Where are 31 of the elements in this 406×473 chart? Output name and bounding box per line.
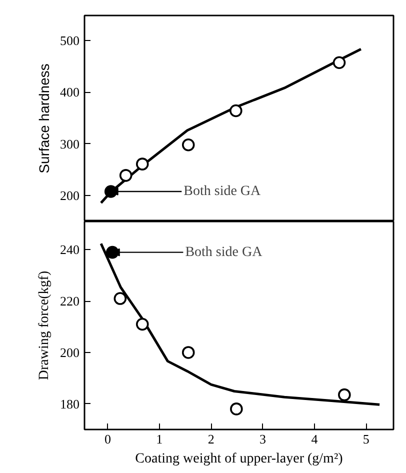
- y-tick-label: 300: [60, 136, 80, 152]
- point: [136, 158, 149, 170]
- point: [119, 169, 132, 182]
- point: [230, 104, 242, 118]
- y-tick-label: 500: [60, 32, 80, 48]
- y-tick-label: 200: [60, 188, 80, 204]
- annotation: Both side GA: [184, 184, 262, 199]
- y-tick-label: 200: [60, 344, 80, 360]
- point: [114, 292, 127, 305]
- line-series: [100, 48, 362, 204]
- point: [338, 388, 351, 402]
- line-series: [100, 242, 381, 406]
- y-tick-label: 220: [60, 294, 80, 309]
- x-tick-label: 3: [260, 432, 266, 446]
- x-tick-label: 4: [311, 432, 318, 446]
- y-tick-label: 400: [60, 84, 80, 100]
- y-axis-title: Surface hardness: [36, 64, 52, 174]
- point: [230, 402, 243, 416]
- y-axis-title: Drawing force(kgf): [37, 270, 52, 380]
- point: [182, 138, 195, 152]
- annotation: Both side GA: [185, 244, 264, 260]
- x-axis-title: Coating weight of upper-layer (g/m²): [135, 452, 344, 466]
- y-tick-label: 240: [60, 242, 80, 258]
- point: [136, 318, 149, 331]
- x-tick-label: 2: [208, 432, 214, 446]
- x-tick-label: 5: [362, 432, 370, 446]
- x-tick-label: 0: [104, 432, 112, 446]
- point: [332, 56, 346, 69]
- y-tick-label: 180: [60, 396, 80, 412]
- x-tick-label: 1: [156, 432, 163, 446]
- point: [182, 346, 195, 359]
